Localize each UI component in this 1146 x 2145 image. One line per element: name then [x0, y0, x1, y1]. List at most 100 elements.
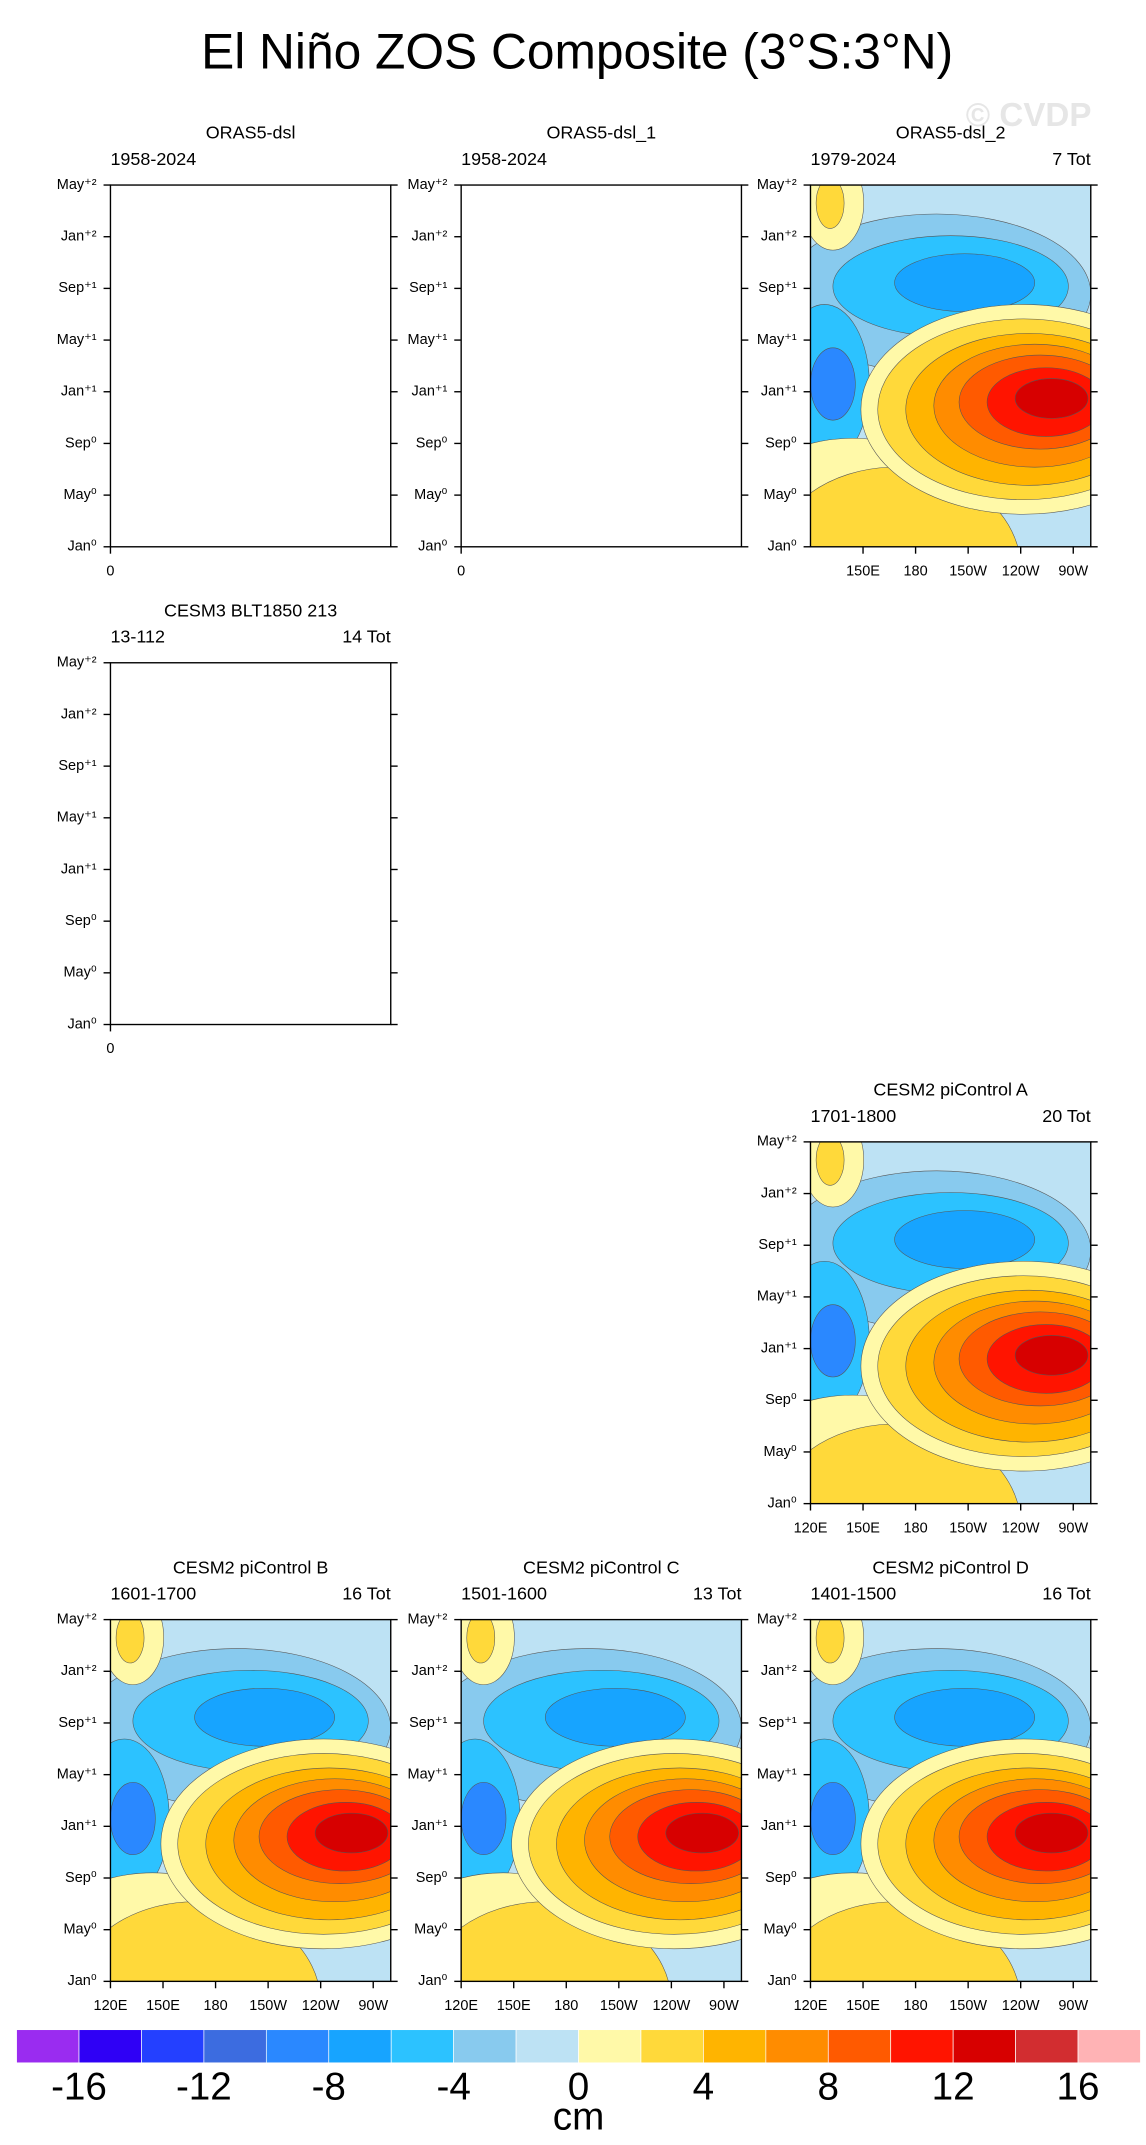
- contour-fill: [810, 347, 856, 421]
- y-tick-label: Jan⁺¹: [61, 384, 97, 400]
- y-tick-label: May⁰: [63, 965, 96, 981]
- panel-title: ORAS5-dsl_1: [546, 123, 656, 144]
- plot-frame: [109, 1618, 392, 1983]
- x-tick-label: 150E: [497, 1998, 531, 2014]
- x-tick-label: 150W: [600, 1998, 638, 2014]
- contour-fill: [665, 1812, 739, 1854]
- x-tick-label: 150E: [146, 1998, 180, 2014]
- y-tick-label: May⁺²: [408, 177, 448, 193]
- y-tick-label: Sep⁰: [65, 435, 97, 451]
- contour-field: [810, 1619, 1091, 1982]
- panel-period: 1701-1800: [810, 1106, 896, 1126]
- y-tick-label: May⁰: [414, 1922, 447, 1938]
- y-tick-label: Jan⁰: [67, 539, 96, 555]
- x-tick-label: 120E: [94, 1998, 128, 2014]
- y-tick-label: Jan⁰: [768, 539, 797, 555]
- x-tick-label: 90W: [358, 1998, 388, 2014]
- y-tick-label: Jan⁺²: [61, 1663, 97, 1679]
- colorbar-label: -8: [312, 2065, 346, 2108]
- y-tick-label: Jan⁰: [418, 1973, 447, 1989]
- contour-fill: [1014, 378, 1089, 419]
- y-tick-label: May⁺²: [757, 1134, 797, 1150]
- y-tick-label: Jan⁺²: [761, 1185, 797, 1201]
- colorbar-box: [1015, 2029, 1079, 2064]
- y-tick-label: Sep⁺¹: [409, 280, 447, 296]
- x-tick-label: 0: [106, 1041, 114, 1057]
- panel-count: 16 Tot: [1042, 1583, 1091, 1603]
- x-tick-label: 120E: [794, 1520, 828, 1536]
- contour-fill: [1014, 1812, 1089, 1854]
- y-tick-label: Jan⁰: [418, 539, 447, 555]
- x-tick-label: 90W: [1058, 1998, 1088, 2014]
- colorbar-box: [515, 2029, 579, 2064]
- plot-frame: [809, 1141, 1092, 1505]
- y-tick-label: May⁺¹: [757, 1289, 797, 1305]
- contour-fill: [115, 1619, 145, 1664]
- colorbar-label: 16: [1057, 2065, 1100, 2108]
- colorbar-box: [328, 2029, 392, 2064]
- y-tick-label: Sep⁺¹: [58, 758, 96, 774]
- plot-frame: [460, 1618, 743, 1983]
- plot-frame: [109, 184, 392, 548]
- plot-frame: [109, 662, 392, 1026]
- colorbar-box: [890, 2029, 954, 2064]
- y-tick-label: Jan⁺²: [412, 1663, 448, 1679]
- panel-count: 16 Tot: [342, 1583, 391, 1603]
- plot-frame: [809, 1618, 1092, 1983]
- x-tick-label: 90W: [1058, 1520, 1088, 1536]
- x-tick-label: 120W: [1002, 1520, 1040, 1536]
- contour-fill: [815, 185, 845, 229]
- panel-title: CESM2 piControl D: [872, 1557, 1029, 1577]
- contour-fill: [466, 1619, 496, 1664]
- panel-period: 1958-2024: [110, 149, 196, 169]
- colorbar-box: [16, 2029, 80, 2064]
- y-tick-label: Jan⁺¹: [761, 1818, 797, 1834]
- y-tick-label: May⁺¹: [57, 810, 97, 826]
- x-tick-label: 120E: [794, 1998, 828, 2014]
- y-tick-label: May⁰: [63, 1922, 96, 1938]
- panel-count: 14 Tot: [342, 627, 391, 647]
- x-tick-label: 180: [904, 1520, 928, 1536]
- contour-fill: [461, 1782, 507, 1856]
- colorbar-unit: cm: [553, 2096, 605, 2139]
- contour-fill: [1014, 1335, 1089, 1376]
- y-tick-label: May⁺¹: [757, 1766, 797, 1782]
- y-tick-label: Sep⁰: [765, 435, 797, 451]
- colorbar-label: -4: [436, 2065, 470, 2108]
- colorbar-box: [141, 2029, 205, 2064]
- y-tick-label: Jan⁺²: [761, 229, 797, 245]
- contour-field: [810, 185, 1091, 547]
- panel-period: 1979-2024: [810, 149, 896, 169]
- y-tick-label: May⁺²: [757, 1611, 797, 1627]
- contour-fill: [815, 1619, 845, 1664]
- watermark: © CVDP: [966, 97, 1092, 134]
- x-tick-label: 150W: [949, 1998, 987, 2014]
- x-tick-label: 120W: [302, 1998, 340, 2014]
- y-tick-label: Sep⁺¹: [409, 1715, 447, 1731]
- y-tick-label: Jan⁰: [768, 1495, 797, 1511]
- y-tick-label: May⁰: [414, 487, 447, 503]
- contour-fill: [815, 1141, 845, 1186]
- y-tick-label: Jan⁰: [67, 1973, 96, 1989]
- contour-fill: [894, 1210, 1035, 1269]
- y-tick-label: Sep⁺¹: [758, 280, 796, 296]
- figure-title: El Niño ZOS Composite (3°S:3°N): [201, 23, 953, 79]
- y-tick-label: Sep⁺¹: [758, 1715, 796, 1731]
- x-tick-label: 120W: [1002, 563, 1040, 579]
- y-tick-label: Jan⁺²: [412, 229, 448, 245]
- contour-fill: [810, 1782, 856, 1856]
- y-tick-label: Jan⁺²: [61, 706, 97, 722]
- x-tick-label: 150W: [949, 1520, 987, 1536]
- colorbar-label: -12: [176, 2065, 232, 2108]
- panel-title: CESM2 piControl C: [523, 1557, 680, 1577]
- y-tick-label: May⁺¹: [757, 332, 797, 348]
- x-tick-label: 180: [554, 1998, 578, 2014]
- y-tick-label: May⁺²: [57, 655, 97, 671]
- contour-fill: [810, 1304, 856, 1378]
- x-tick-label: 90W: [1058, 563, 1088, 579]
- y-tick-label: Jan⁺¹: [761, 1340, 797, 1356]
- contour-field: [461, 1619, 742, 1982]
- panel-count: 7 Tot: [1052, 149, 1091, 169]
- panel-period: 1958-2024: [461, 149, 547, 169]
